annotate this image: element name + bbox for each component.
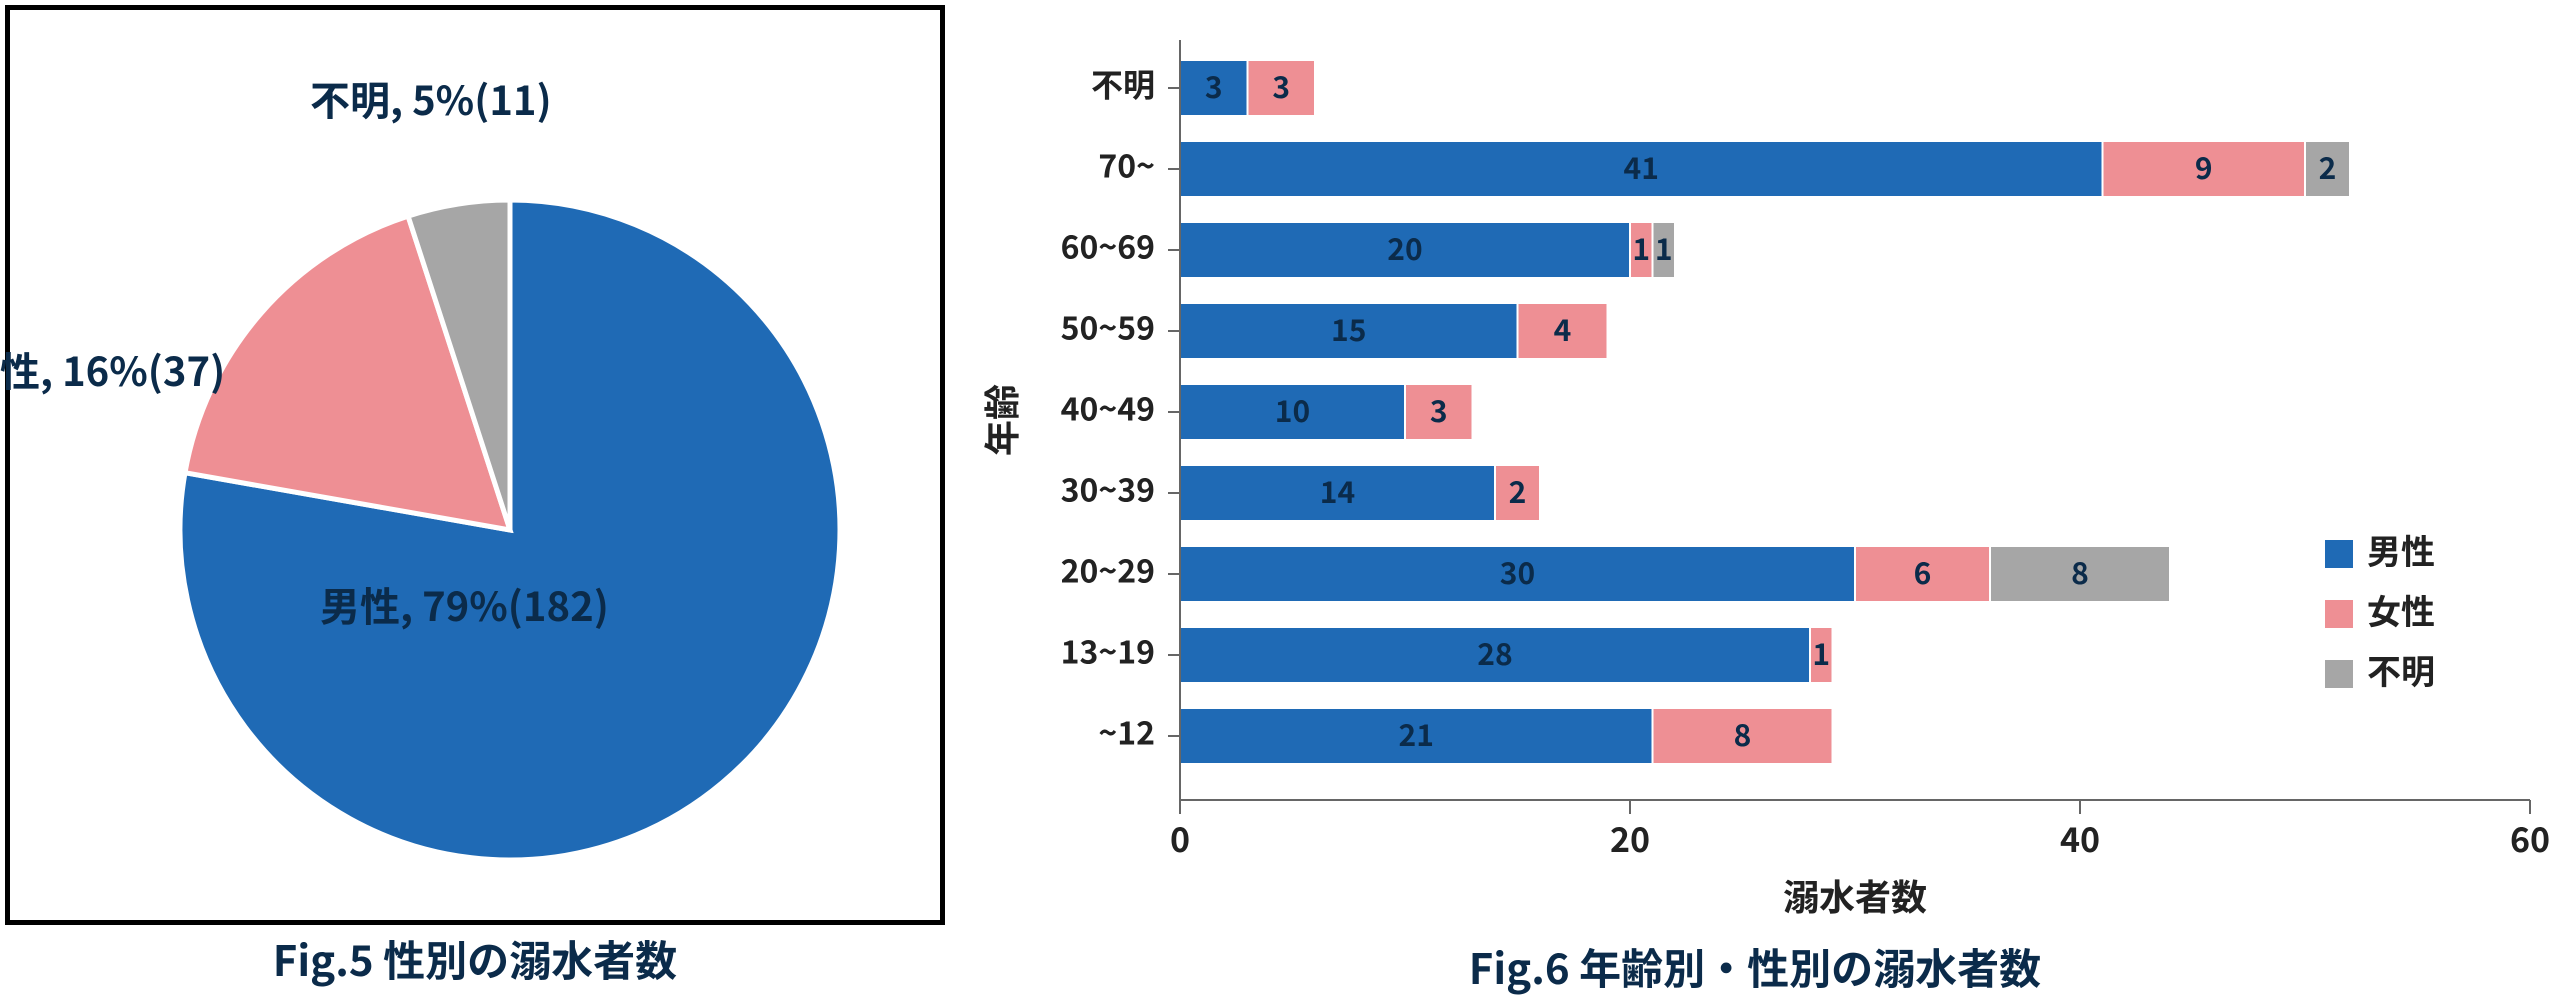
svg-text:2: 2 [1509,468,1527,512]
svg-text:3: 3 [1205,63,1223,107]
bar-chart: 0204060不明3370~419260~69201150~5915440~49… [950,0,2560,930]
svg-text:0: 0 [1170,813,1190,862]
svg-text:1: 1 [1632,225,1650,269]
legend-label-unknown: 不明 [2367,645,2435,694]
svg-text:30: 30 [1500,549,1535,593]
svg-text:4: 4 [1554,306,1572,350]
pie-label-male: 男性, 79%(182) [320,575,609,633]
legend-swatch-female [2325,600,2353,628]
svg-text:1: 1 [1655,225,1673,269]
svg-text:21: 21 [1399,711,1434,755]
svg-text:40: 40 [2060,813,2100,862]
svg-text:40~49: 40~49 [1061,385,1155,431]
fig5-frame: 不明, 5%(11) 女性, 16%(37) 男性, 79%(182) [5,5,945,925]
legend: 男性女性不明 [2325,525,2435,694]
svg-text:20: 20 [1610,813,1650,862]
svg-text:30~39: 30~39 [1061,466,1155,512]
svg-text:15: 15 [1331,306,1366,350]
pie-label-female: 女性, 16%(37) [0,340,225,398]
pie-chart [10,10,940,920]
svg-text:8: 8 [1734,711,1752,755]
svg-text:10: 10 [1275,387,1310,431]
legend-label-female: 女性 [2367,585,2435,634]
svg-text:50~59: 50~59 [1061,304,1155,350]
legend-swatch-unknown [2325,660,2353,688]
svg-text:13~19: 13~19 [1061,628,1155,674]
legend-label-male: 男性 [2367,525,2435,574]
svg-text:3: 3 [1430,387,1448,431]
svg-text:70~: 70~ [1098,142,1155,188]
pie-label-unknown: 不明, 5%(11) [310,69,552,127]
x-axis-title: 溺水者数 [1783,869,1927,921]
svg-text:41: 41 [1624,144,1659,188]
legend-swatch-male [2325,540,2353,568]
svg-text:28: 28 [1477,630,1512,674]
svg-text:14: 14 [1320,468,1355,512]
fig6-caption: Fig.6 年齢別・性別の溺水者数 [950,936,2560,997]
fig6-panel: 0204060不明3370~419260~69201150~5915440~49… [950,0,2560,986]
svg-text:60: 60 [2510,813,2550,862]
y-axis-title: 年齢 [974,384,1026,456]
svg-text:6: 6 [1914,549,1932,593]
svg-text:2: 2 [2319,144,2337,188]
fig5-panel: 不明, 5%(11) 女性, 16%(37) 男性, 79%(182) Fig.… [0,0,950,986]
fig5-caption: Fig.5 性別の溺水者数 [0,928,950,989]
svg-text:20~29: 20~29 [1061,547,1155,593]
svg-text:1: 1 [1812,630,1830,674]
svg-text:9: 9 [2195,144,2213,188]
page-root: 不明, 5%(11) 女性, 16%(37) 男性, 79%(182) Fig.… [0,0,2560,986]
svg-text:20: 20 [1387,225,1422,269]
svg-text:3: 3 [1272,63,1290,107]
svg-text:8: 8 [2071,549,2089,593]
svg-text:60~69: 60~69 [1061,223,1155,269]
svg-text:~12: ~12 [1098,709,1155,755]
svg-text:不明: 不明 [1091,61,1155,107]
